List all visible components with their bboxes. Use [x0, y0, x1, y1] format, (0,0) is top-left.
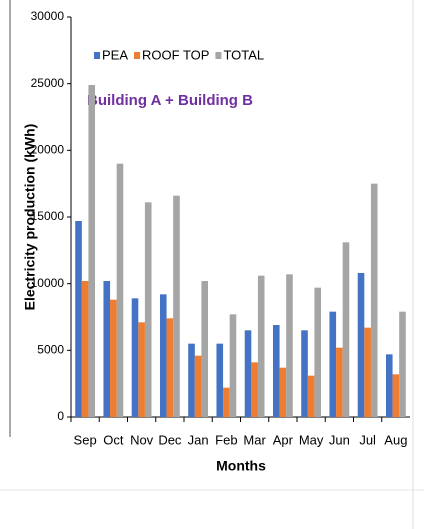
bar — [194, 355, 202, 417]
bar — [166, 318, 174, 417]
bar — [329, 311, 337, 417]
x-tick-label: Dec — [158, 432, 182, 447]
chart-title: Building A + Building B — [87, 92, 253, 109]
bar — [110, 299, 117, 417]
bar — [336, 347, 343, 417]
bar — [144, 202, 152, 417]
legend-label: TOTAL — [223, 47, 264, 62]
bar — [385, 354, 393, 417]
x-tick-label: Jun — [329, 432, 350, 447]
bar — [223, 387, 230, 417]
x-tick-label: Aug — [384, 432, 407, 447]
x-tick-label: May — [299, 432, 324, 447]
bar — [364, 327, 371, 417]
bar — [286, 274, 293, 417]
x-tick-label: Mar — [243, 432, 266, 447]
bar — [301, 330, 308, 417]
x-tick-label: Nov — [130, 432, 154, 447]
legend-swatch — [94, 52, 100, 59]
bar — [399, 311, 406, 417]
y-tick-label: 30000 — [31, 9, 65, 23]
bar — [229, 314, 237, 417]
bar — [159, 294, 167, 417]
bar — [314, 287, 322, 417]
legend-swatch — [134, 52, 141, 59]
bar — [138, 322, 145, 417]
bar — [103, 281, 111, 417]
x-tick-label: Apr — [273, 432, 294, 447]
legend-label: ROOF TOP — [142, 47, 209, 62]
bar — [392, 374, 400, 417]
bar — [251, 362, 258, 417]
bar — [272, 325, 280, 417]
bar — [370, 183, 378, 417]
y-tick-label: 20000 — [31, 143, 65, 157]
legend-swatch — [215, 52, 222, 59]
y-tick-label: 0 — [57, 409, 64, 423]
x-tick-label: Jul — [359, 432, 376, 447]
bar — [81, 281, 89, 417]
bar — [342, 242, 350, 417]
x-tick-label: Oct — [103, 432, 124, 447]
bar — [131, 298, 139, 417]
bar — [173, 195, 180, 417]
y-tick-label: 10000 — [31, 276, 65, 290]
x-axis-label: Months — [216, 458, 266, 474]
y-axis-label: Electricity production (kWh) — [22, 124, 38, 311]
bar — [75, 221, 82, 417]
bar — [216, 343, 224, 417]
bar — [116, 163, 124, 417]
y-tick-label: 5000 — [37, 343, 64, 357]
bar — [188, 343, 195, 417]
bar — [201, 281, 209, 417]
x-tick-label: Jan — [188, 432, 209, 447]
bar — [307, 375, 315, 417]
y-tick-label: 25000 — [31, 76, 65, 90]
x-tick-label: Sep — [74, 432, 97, 447]
y-tick-label: 15000 — [31, 209, 65, 223]
bar — [279, 367, 287, 417]
x-tick-label: Feb — [215, 432, 237, 447]
bar — [357, 273, 365, 417]
bar — [244, 330, 252, 417]
bar — [257, 275, 265, 417]
bar — [88, 85, 96, 417]
legend-label: PEA — [102, 47, 128, 62]
